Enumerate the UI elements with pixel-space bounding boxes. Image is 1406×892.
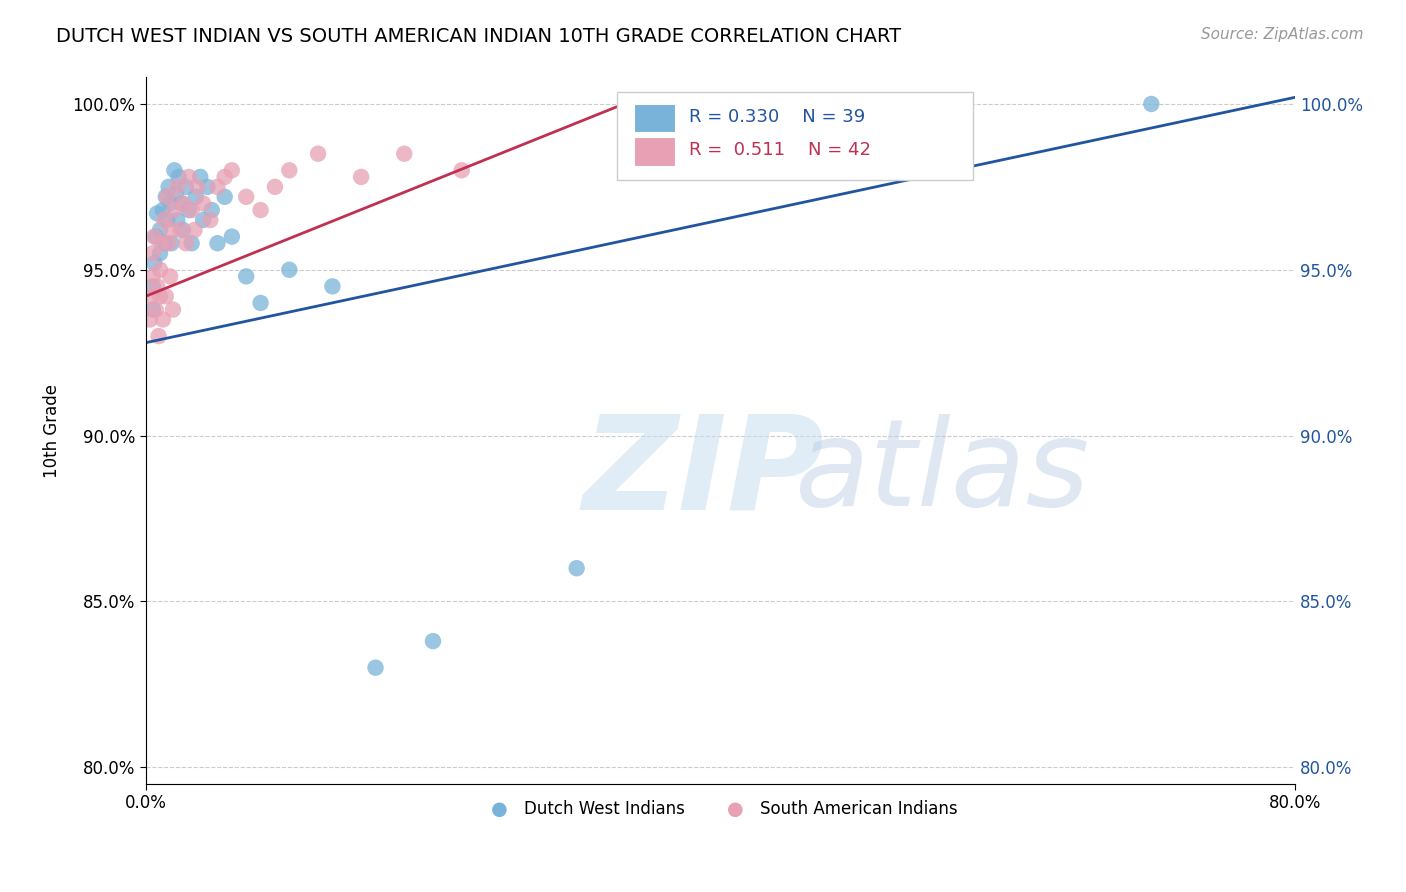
Point <box>143 229 166 244</box>
Point <box>157 236 180 251</box>
Point <box>155 190 177 204</box>
Point <box>235 190 257 204</box>
Point <box>145 229 167 244</box>
Point <box>148 329 170 343</box>
Point <box>163 163 186 178</box>
Point <box>200 213 222 227</box>
Point <box>214 169 236 184</box>
Point <box>150 236 173 251</box>
Point <box>156 190 179 204</box>
Text: Source: ZipAtlas.com: Source: ZipAtlas.com <box>1201 27 1364 42</box>
Point <box>152 312 174 326</box>
Legend: Dutch West Indians, South American Indians: Dutch West Indians, South American India… <box>477 794 965 825</box>
Point <box>149 289 172 303</box>
Point <box>278 262 301 277</box>
Point <box>394 146 416 161</box>
Y-axis label: 10th Grade: 10th Grade <box>44 384 60 477</box>
Point <box>565 561 588 575</box>
Point <box>165 186 187 201</box>
Point <box>249 296 271 310</box>
Point <box>422 634 444 648</box>
Point <box>191 213 214 227</box>
Point <box>197 179 219 194</box>
Point <box>142 302 165 317</box>
Point <box>162 302 184 317</box>
Point <box>152 203 174 218</box>
Point <box>153 236 176 251</box>
Point <box>156 213 179 227</box>
Point <box>207 236 229 251</box>
Point <box>149 262 172 277</box>
Point <box>146 206 169 220</box>
Text: R =  0.511    N = 42: R = 0.511 N = 42 <box>689 141 872 159</box>
Text: DUTCH WEST INDIAN VS SOUTH AMERICAN INDIAN 10TH GRADE CORRELATION CHART: DUTCH WEST INDIAN VS SOUTH AMERICAN INDI… <box>56 27 901 45</box>
Point <box>221 229 243 244</box>
Point <box>364 661 387 675</box>
Point <box>139 312 162 326</box>
Point <box>145 302 167 317</box>
Point <box>174 236 197 251</box>
Point <box>177 203 200 218</box>
Point <box>184 190 207 204</box>
Point <box>278 163 301 178</box>
Point <box>321 279 343 293</box>
Point <box>207 179 229 194</box>
Point <box>752 130 775 145</box>
FancyBboxPatch shape <box>617 92 973 180</box>
Point <box>264 179 287 194</box>
Point <box>159 196 181 211</box>
Point <box>160 236 183 251</box>
Point <box>180 203 202 218</box>
Point <box>160 223 183 237</box>
Point <box>177 169 200 184</box>
Point <box>159 269 181 284</box>
Point <box>170 196 193 211</box>
Point <box>221 163 243 178</box>
Point <box>307 146 329 161</box>
Point <box>143 256 166 270</box>
Point <box>157 179 180 194</box>
Point <box>166 179 188 194</box>
Point <box>183 223 205 237</box>
Point <box>169 223 191 237</box>
Point <box>350 169 373 184</box>
Point <box>1140 97 1163 112</box>
Point <box>235 269 257 284</box>
Point <box>172 196 194 211</box>
Point <box>214 190 236 204</box>
Point <box>163 203 186 218</box>
Point <box>174 179 197 194</box>
Point <box>186 179 208 194</box>
Point <box>153 213 176 227</box>
FancyBboxPatch shape <box>634 137 675 167</box>
Text: ZIP: ZIP <box>582 409 824 536</box>
Point <box>141 289 163 303</box>
Point <box>146 279 169 293</box>
Point <box>450 163 472 178</box>
Point <box>191 196 214 211</box>
Point <box>142 269 165 284</box>
Point <box>149 246 172 260</box>
Point <box>172 223 194 237</box>
Point <box>155 289 177 303</box>
Text: atlas: atlas <box>794 415 1091 532</box>
Point <box>249 203 271 218</box>
FancyBboxPatch shape <box>634 103 675 133</box>
Point <box>149 223 172 237</box>
Point <box>167 169 190 184</box>
Point <box>201 203 224 218</box>
Text: R = 0.330    N = 39: R = 0.330 N = 39 <box>689 108 866 126</box>
Point <box>142 246 165 260</box>
Point <box>188 169 211 184</box>
Point <box>166 213 188 227</box>
Point <box>142 279 165 293</box>
Point <box>180 236 202 251</box>
